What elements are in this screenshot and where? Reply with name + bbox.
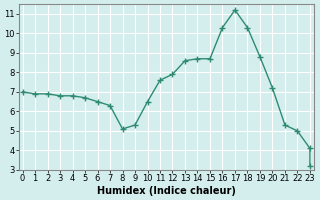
X-axis label: Humidex (Indice chaleur): Humidex (Indice chaleur) bbox=[97, 186, 236, 196]
